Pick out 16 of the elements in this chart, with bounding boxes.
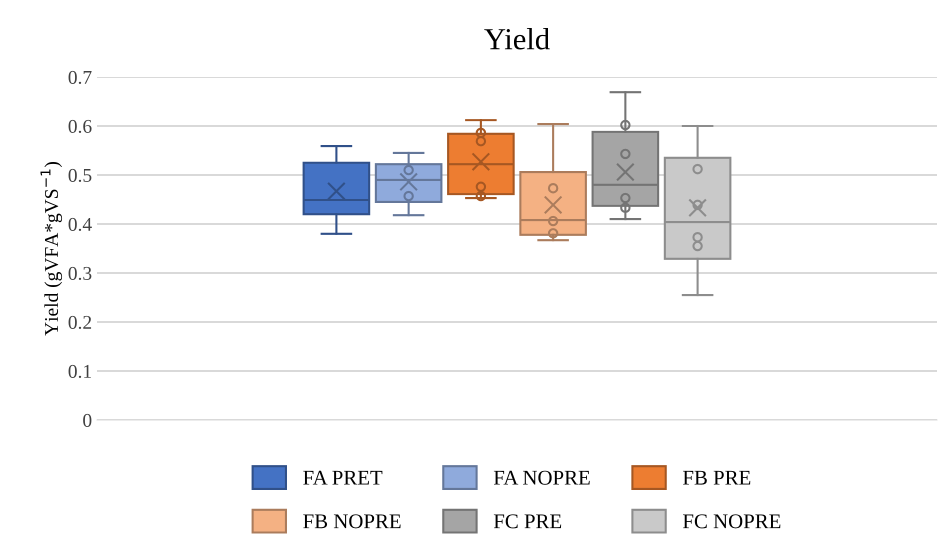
- y-tick-label: 0.7: [68, 70, 92, 84]
- legend-label: FC PRE: [494, 514, 562, 528]
- y-tick-label: 0.6: [68, 120, 92, 134]
- y-tick-label: 0.5: [68, 168, 92, 182]
- y-tick-label: 0: [83, 414, 92, 427]
- y-tick-label: 0.2: [68, 316, 92, 330]
- legend-label: FA NOPRE: [494, 470, 590, 485]
- legend-label: FB NOPRE: [303, 514, 401, 528]
- legend-label: FA PRET: [303, 470, 382, 485]
- y-tick-label: 0.1: [68, 364, 91, 378]
- y-tick-label: 0.3: [68, 266, 92, 280]
- legend-label: FC NOPRE: [682, 514, 780, 528]
- legend-label: FB PRE: [682, 470, 750, 485]
- y-tick-label: 0.4: [68, 218, 92, 232]
- chart-title: Yield: [484, 28, 550, 50]
- y-axis-title: Yield (gVFA*gVS$^{−1}$): [40, 162, 62, 336]
